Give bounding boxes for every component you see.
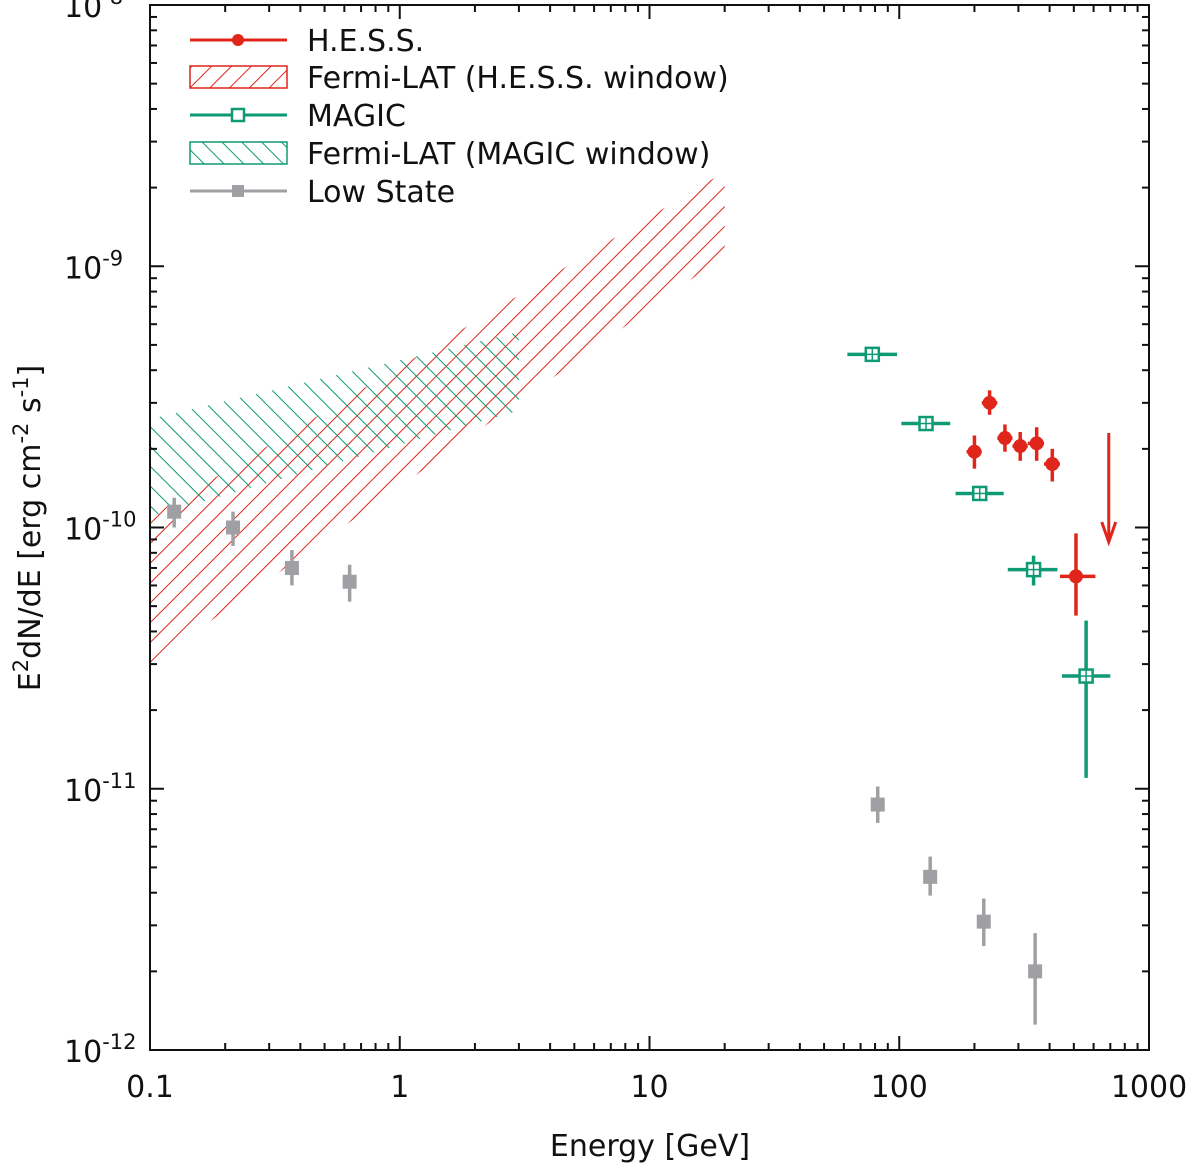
data-markers bbox=[167, 346, 1118, 1025]
x-tick-label: 0.1 bbox=[126, 1070, 174, 1105]
legend-fermi-magic-swatch bbox=[189, 141, 288, 165]
h-e-s-s-point bbox=[982, 395, 997, 410]
h-e-s-s-point bbox=[1045, 457, 1060, 472]
legend: H.E.S.S. Fermi-LAT (H.E.S.S. window) MAG… bbox=[189, 24, 729, 210]
low-state-point bbox=[870, 797, 885, 812]
plot-frame bbox=[149, 4, 1150, 1051]
h-e-s-s-point bbox=[1029, 436, 1044, 451]
low-state-point bbox=[284, 560, 299, 575]
legend-fermi-hess-swatch bbox=[189, 65, 288, 89]
legend-magic-label: MAGIC bbox=[307, 99, 406, 134]
h-e-s-s-point bbox=[997, 431, 1012, 446]
y-tick-label: 10-12 bbox=[64, 1030, 137, 1070]
low-state-point bbox=[342, 574, 357, 589]
legend-item-magic: MAGIC bbox=[190, 99, 406, 134]
y-tick-label: 10-11 bbox=[64, 769, 137, 809]
x-tick-label: 1000 bbox=[1111, 1070, 1187, 1105]
y-tick-label: 10-9 bbox=[64, 246, 123, 286]
low-state-point bbox=[976, 914, 991, 929]
legend-low-marker bbox=[232, 185, 244, 197]
legend-item-hess: H.E.S.S. bbox=[190, 24, 424, 59]
x-tick-label: 10 bbox=[630, 1070, 668, 1105]
x-tick-label: 100 bbox=[871, 1070, 928, 1105]
h-e-s-s-point bbox=[967, 444, 982, 459]
low-state-point bbox=[226, 520, 241, 535]
low-state-point bbox=[167, 504, 182, 519]
x-axis-title: Energy [GeV] bbox=[550, 1129, 750, 1164]
y-tick-labels: 10-12 10-11 10-10 10-9 10-8 bbox=[64, 0, 137, 1070]
y-axis-title: E2dN/dE [erg cm-2 s-1] bbox=[9, 365, 48, 692]
h-e-s-s-point bbox=[1068, 569, 1083, 584]
y-tick-label: 10-10 bbox=[64, 508, 137, 548]
legend-hess-label: H.E.S.S. bbox=[307, 24, 424, 59]
fermi-bands bbox=[150, 171, 725, 665]
y-tick-label: 10-8 bbox=[64, 0, 123, 25]
legend-item-fermi-hess: Fermi-LAT (H.E.S.S. window) bbox=[189, 61, 729, 96]
legend-low-label: Low State bbox=[307, 175, 455, 210]
legend-fermi-magic-label: Fermi-LAT (MAGIC window) bbox=[307, 137, 710, 172]
legend-item-low-state: Low State bbox=[190, 175, 455, 210]
low-state-point bbox=[923, 869, 938, 884]
x-tick-labels: 0.1 1 10 100 1000 bbox=[126, 1070, 1187, 1105]
h-e-s-s-upper-limit-arrowhead bbox=[1100, 521, 1118, 547]
legend-hess-marker bbox=[232, 34, 244, 46]
x-tick-label: 1 bbox=[390, 1070, 409, 1105]
low-state-point bbox=[1028, 964, 1043, 979]
legend-item-fermi-magic: Fermi-LAT (MAGIC window) bbox=[189, 137, 710, 172]
h-e-s-s-point bbox=[1013, 439, 1028, 454]
band-fermi-magic bbox=[150, 332, 519, 517]
legend-fermi-hess-label: Fermi-LAT (H.E.S.S. window) bbox=[307, 61, 729, 96]
legend-magic-marker bbox=[230, 107, 246, 123]
